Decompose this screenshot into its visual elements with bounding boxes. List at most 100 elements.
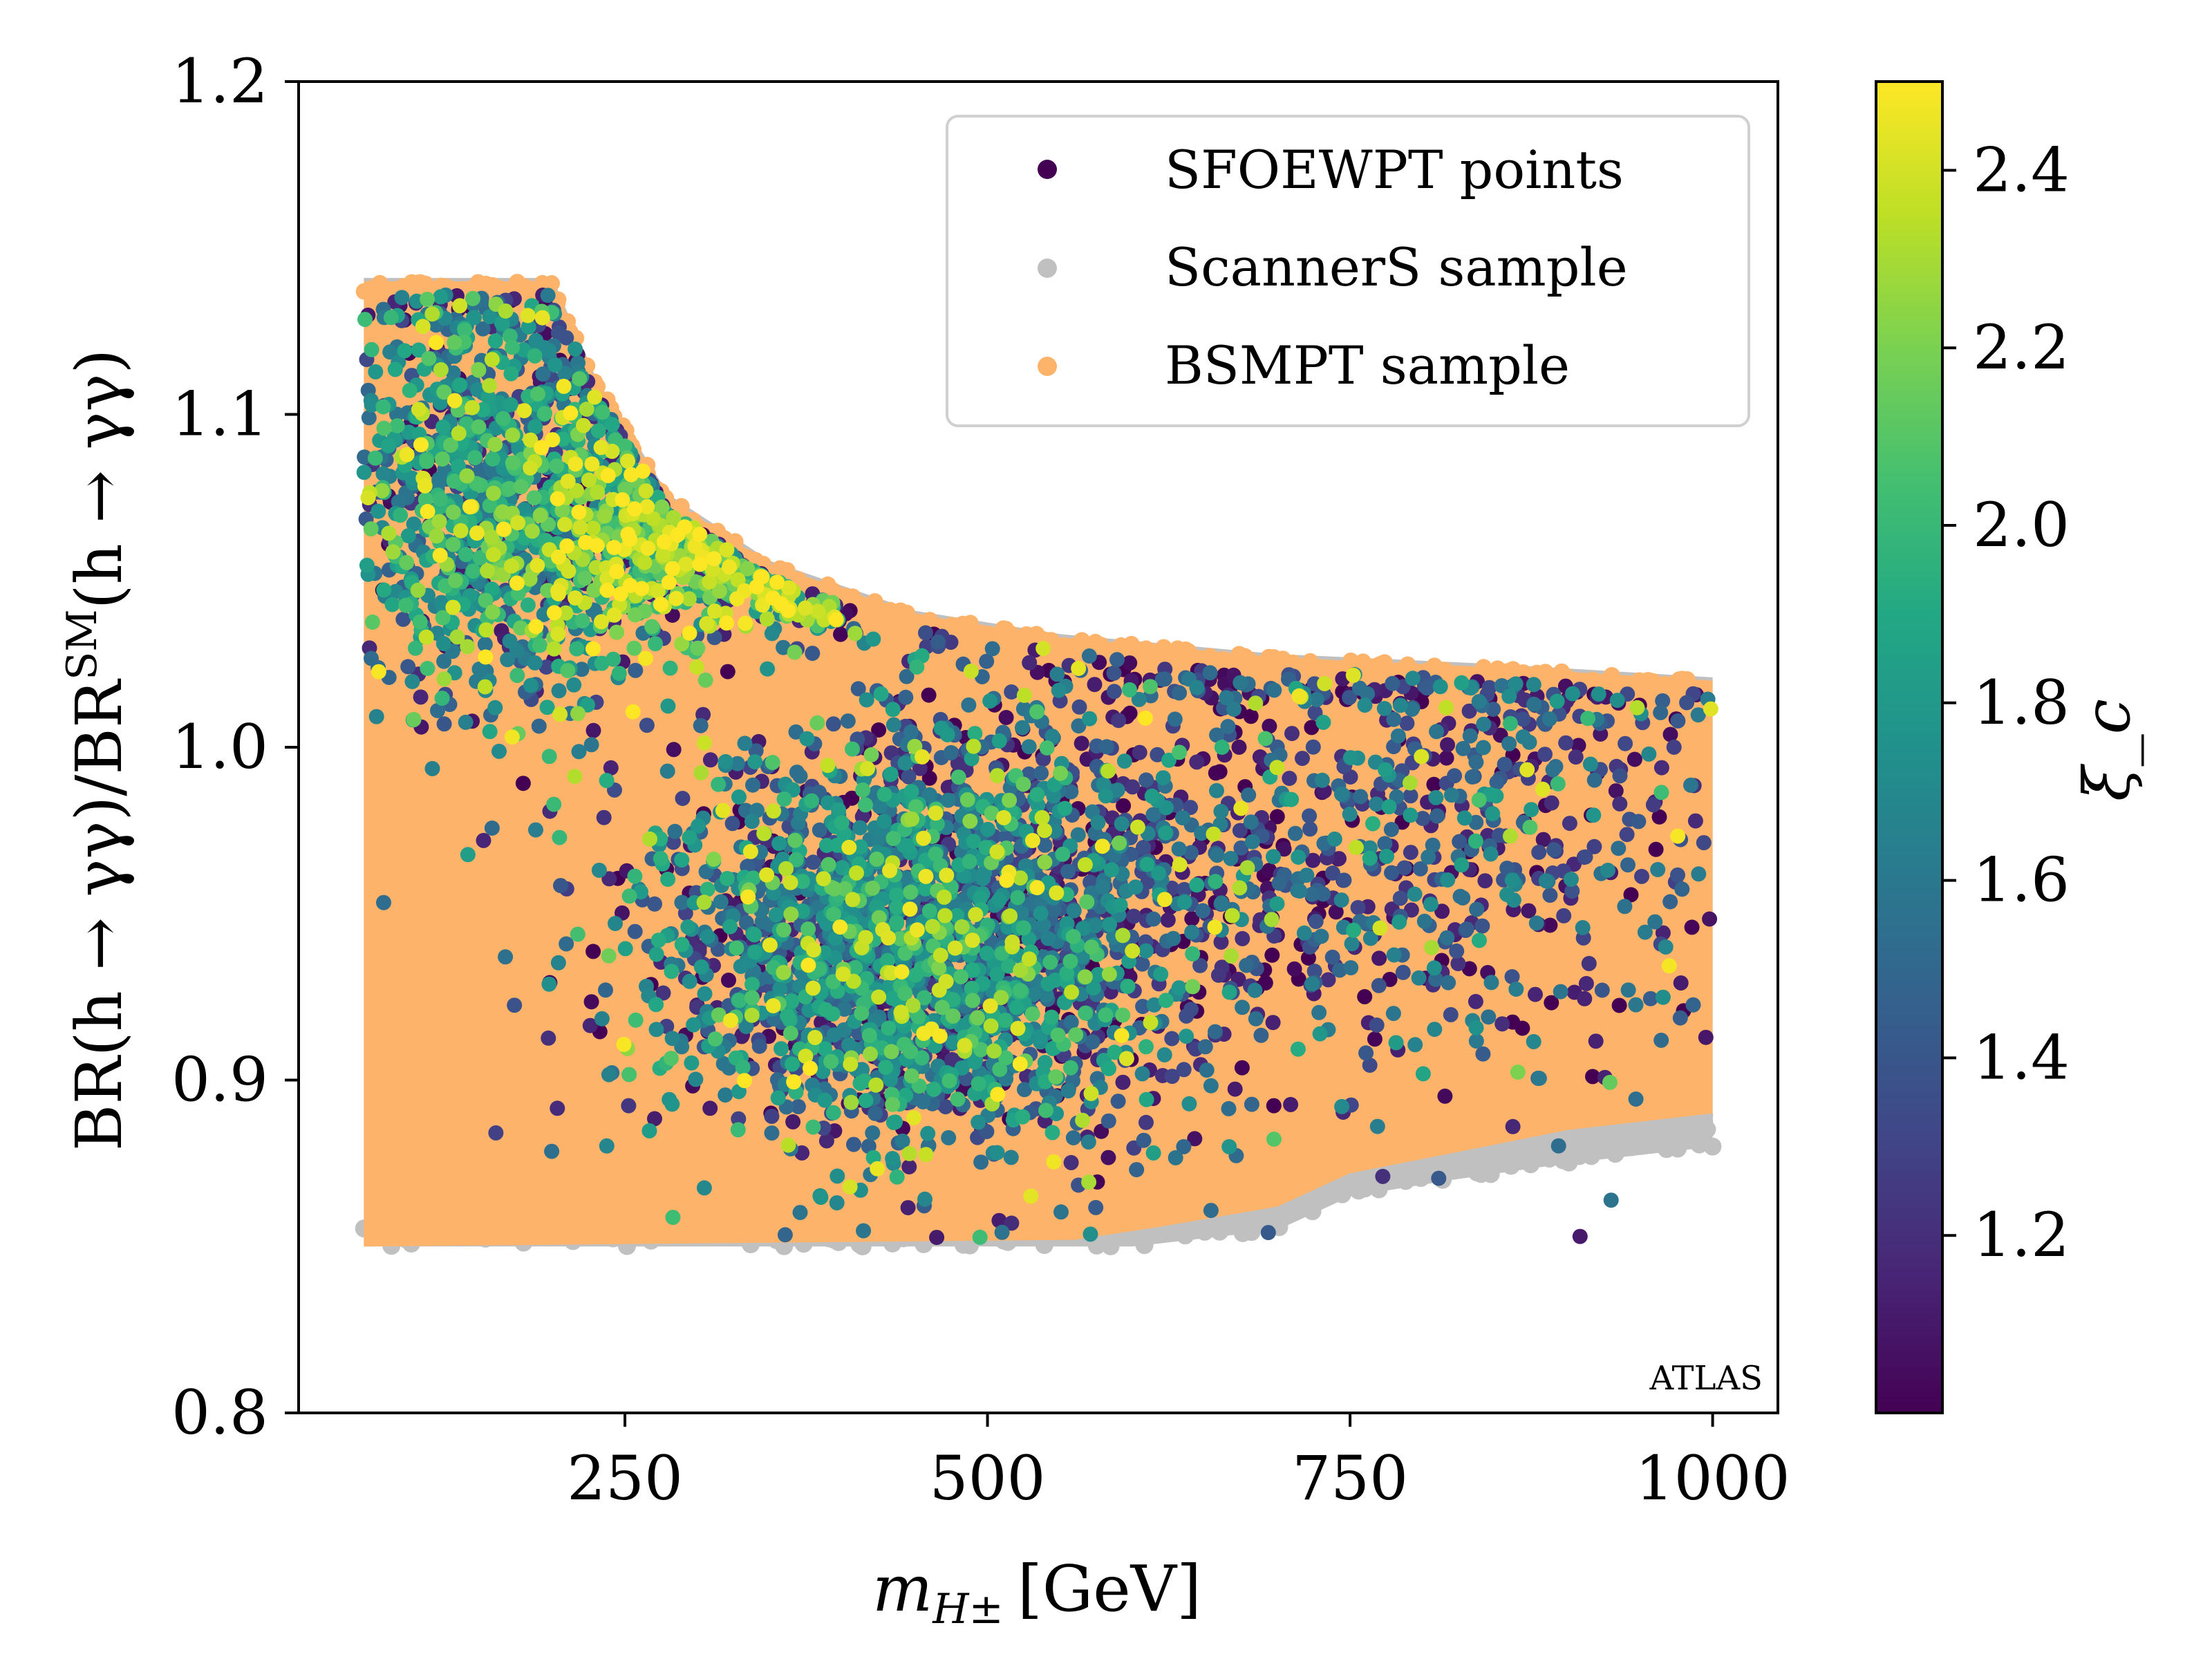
sfoewpt-point <box>1266 849 1281 865</box>
sfoewpt-point <box>1145 1145 1161 1161</box>
sfoewpt-point <box>569 641 585 657</box>
sfoewpt-point <box>538 659 554 675</box>
sfoewpt-point <box>711 776 727 792</box>
sfoewpt-point <box>539 700 555 715</box>
sfoewpt-point <box>1033 906 1049 921</box>
sfoewpt-point <box>1428 789 1444 805</box>
sfoewpt-point <box>1003 1150 1019 1165</box>
bsmpt-point <box>1365 669 1382 686</box>
sfoewpt-point <box>715 1056 731 1071</box>
sfoewpt-point <box>583 994 599 1010</box>
sfoewpt-point <box>873 686 889 702</box>
sfoewpt-point <box>648 1022 664 1038</box>
sfoewpt-point <box>1426 776 1442 792</box>
sfoewpt-point <box>1477 873 1493 889</box>
sfoewpt-point <box>1101 1060 1116 1076</box>
sfoewpt-point <box>1102 917 1118 932</box>
sfoewpt-point <box>1080 1134 1096 1150</box>
sfoewpt-point <box>1528 915 1544 931</box>
sfoewpt-point <box>515 776 531 791</box>
sfoewpt-point <box>1214 740 1230 755</box>
sfoewpt-point <box>528 822 543 838</box>
sfoewpt-point <box>1468 993 1483 1009</box>
sfoewpt-point <box>1542 917 1558 933</box>
scanners-point <box>1176 1226 1194 1245</box>
sfoewpt-point <box>1302 821 1318 837</box>
sfoewpt-point <box>901 769 917 785</box>
scanners-point <box>1410 1157 1429 1176</box>
sfoewpt-point <box>937 1099 953 1115</box>
sfoewpt-point <box>1350 900 1366 915</box>
sfoewpt-point <box>1620 857 1635 873</box>
sfoewpt-point <box>1483 846 1499 862</box>
sfoewpt-point <box>825 716 841 732</box>
sfoewpt-point <box>680 919 696 935</box>
sfoewpt-point <box>1244 1096 1259 1112</box>
sfoewpt-point <box>1454 857 1470 873</box>
sfoewpt-point <box>660 698 676 714</box>
sfoewpt-point <box>1390 728 1406 744</box>
scanners-point <box>1035 1236 1053 1255</box>
sfoewpt-point <box>1209 847 1225 863</box>
sfoewpt-point <box>1109 782 1125 798</box>
sfoewpt-point <box>393 507 409 523</box>
sfoewpt-point <box>1244 834 1260 850</box>
sfoewpt-point <box>1284 726 1300 742</box>
sfoewpt-point <box>664 964 679 980</box>
scanners-point <box>1396 1172 1415 1190</box>
sfoewpt-point <box>1158 993 1174 1009</box>
sfoewpt-point <box>375 466 391 482</box>
sfoewpt-point <box>603 760 619 776</box>
sfoewpt-point <box>1308 914 1324 930</box>
sfoewpt-point <box>1475 1046 1491 1062</box>
sfoewpt-point <box>1185 946 1201 962</box>
sfoewpt-point <box>1685 997 1701 1013</box>
bsmpt-point <box>881 617 898 634</box>
sfoewpt-point <box>1135 999 1151 1014</box>
sfoewpt-point <box>1385 1006 1401 1022</box>
sfoewpt-point <box>477 637 493 653</box>
sfoewpt-point <box>852 820 868 836</box>
sfoewpt-point <box>1233 840 1249 856</box>
sfoewpt-point <box>547 357 563 373</box>
sfoewpt-point <box>1672 1010 1688 1026</box>
sfoewpt-point <box>804 793 820 809</box>
sfoewpt-point <box>1469 901 1485 917</box>
sfoewpt-point <box>1528 986 1543 1002</box>
sfoewpt-point <box>1521 903 1537 919</box>
sfoewpt-point <box>973 1154 989 1170</box>
sfoewpt-point <box>1428 971 1444 987</box>
sfoewpt-point <box>1508 982 1524 997</box>
sfoewpt-point <box>940 792 956 808</box>
sfoewpt-point <box>720 870 735 886</box>
sfoewpt-point <box>1371 950 1387 966</box>
sfoewpt-point <box>1505 1118 1521 1134</box>
sfoewpt-point <box>1491 827 1507 843</box>
sfoewpt-point <box>1696 835 1712 851</box>
sfoewpt-point <box>1295 751 1310 767</box>
sfoewpt-point <box>1098 788 1114 804</box>
sfoewpt-point <box>1499 861 1515 876</box>
sfoewpt-point <box>1600 863 1615 878</box>
sfoewpt-point <box>1208 765 1224 781</box>
sfoewpt-point <box>1485 806 1501 822</box>
sfoewpt-point <box>451 377 467 393</box>
sfoewpt-point <box>585 722 601 738</box>
sfoewpt-point <box>831 802 847 818</box>
sfoewpt-point <box>434 691 450 706</box>
sfoewpt-point <box>858 1093 874 1109</box>
sfoewpt-point <box>608 916 623 931</box>
sfoewpt-point <box>1386 947 1402 963</box>
sfoewpt-point <box>1183 845 1199 861</box>
sfoewpt-point <box>1393 697 1408 713</box>
sfoewpt-point <box>1344 936 1360 952</box>
sfoewpt-point <box>909 659 925 675</box>
bsmpt-point <box>1201 648 1219 665</box>
sfoewpt-point <box>1353 789 1369 805</box>
sfoewpt-point <box>1171 841 1187 857</box>
sfoewpt-point <box>747 944 762 960</box>
sfoewpt-point <box>1515 729 1531 744</box>
bsmpt-point <box>1553 663 1571 680</box>
sfoewpt-point <box>903 724 919 740</box>
sfoewpt-point <box>1299 868 1315 883</box>
